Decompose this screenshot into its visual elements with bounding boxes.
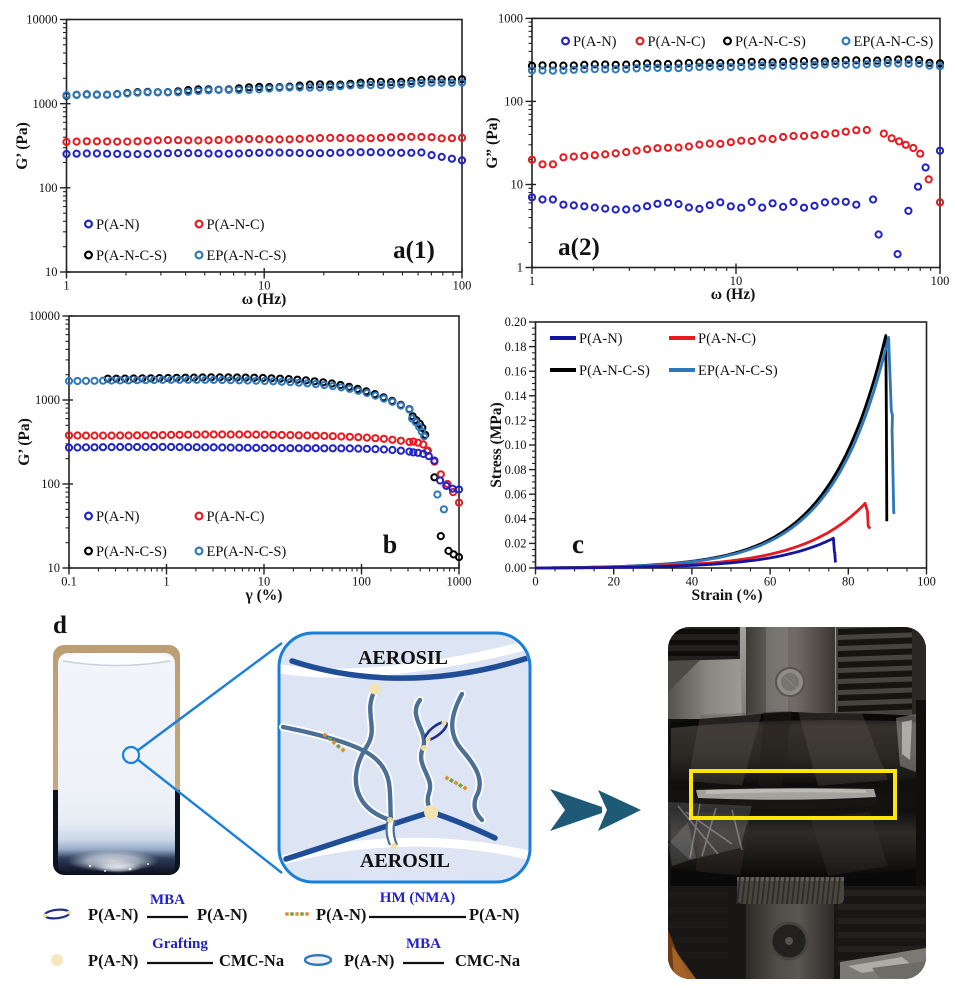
svg-text:0.00: 0.00 [505, 561, 527, 575]
svg-text:EP(A-N-C-S): EP(A-N-C-S) [854, 34, 934, 50]
svg-text:100: 100 [931, 274, 950, 288]
svg-text:10000: 10000 [26, 13, 57, 27]
svg-text:0.12: 0.12 [505, 414, 527, 428]
svg-text:a(1): a(1) [393, 237, 435, 264]
svg-text:b: b [383, 530, 397, 559]
svg-text:P(A-N-C-S): P(A-N-C-S) [735, 34, 806, 50]
svg-text:0.18: 0.18 [505, 340, 527, 354]
svg-text:P(A-N): P(A-N) [573, 34, 617, 50]
svg-text:MBA: MBA [406, 936, 441, 952]
svg-text:100: 100 [453, 279, 472, 293]
svg-text:P(A-N): P(A-N) [197, 905, 247, 924]
svg-text:0.08: 0.08 [505, 463, 527, 477]
svg-text:AEROSIL: AEROSIL [358, 647, 448, 669]
svg-text:γ (%): γ (%) [245, 587, 283, 604]
svg-text:10000: 10000 [29, 309, 60, 323]
svg-text:0.04: 0.04 [505, 512, 528, 526]
svg-text:1000: 1000 [33, 97, 58, 111]
svg-text:10: 10 [48, 561, 61, 575]
svg-text:1: 1 [163, 575, 169, 589]
svg-text:0.10: 0.10 [505, 438, 527, 452]
svg-text:100: 100 [352, 575, 371, 589]
svg-text:0.02: 0.02 [505, 537, 527, 551]
svg-text:P(A-N-C): P(A-N-C) [698, 331, 756, 347]
svg-text:CMC-Na: CMC-Na [455, 951, 520, 970]
svg-text:20: 20 [607, 575, 620, 589]
svg-text:10: 10 [258, 279, 271, 293]
svg-text:G” (Pa): G” (Pa) [484, 117, 501, 168]
svg-text:Grafting: Grafting [152, 936, 208, 952]
svg-text:P(A-N-C-S): P(A-N-C-S) [579, 363, 650, 379]
svg-text:1: 1 [517, 261, 523, 275]
svg-text:G’ (Pa): G’ (Pa) [16, 418, 33, 465]
svg-text:Strain (%): Strain (%) [691, 587, 762, 604]
svg-text:P(A-N-C-S): P(A-N-C-S) [96, 544, 167, 560]
svg-text:100: 100 [917, 575, 936, 589]
svg-text:0.1: 0.1 [61, 575, 77, 589]
svg-text:AEROSIL: AEROSIL [360, 850, 450, 872]
svg-text:EP(A-N-C-S): EP(A-N-C-S) [698, 363, 778, 379]
svg-text:80: 80 [842, 575, 855, 589]
svg-text:10: 10 [258, 575, 271, 589]
svg-text:ω (Hz): ω (Hz) [242, 291, 286, 308]
svg-text:P(A-N-C): P(A-N-C) [207, 509, 265, 525]
svg-text:HM (NMA): HM (NMA) [380, 890, 455, 906]
svg-text:40: 40 [686, 575, 699, 589]
svg-text:1: 1 [529, 274, 535, 288]
svg-text:a(2): a(2) [558, 234, 600, 261]
svg-text:G’ (Pa): G’ (Pa) [14, 122, 31, 169]
svg-text:P(A-N): P(A-N) [88, 905, 138, 924]
svg-text:P(A-N): P(A-N) [88, 951, 138, 970]
svg-text:100: 100 [41, 477, 60, 491]
svg-text:EP(A-N-C-S): EP(A-N-C-S) [207, 544, 287, 560]
svg-text:100: 100 [39, 181, 58, 195]
svg-text:100: 100 [504, 95, 523, 109]
svg-text:CMC-Na: CMC-Na [219, 951, 284, 970]
svg-text:P(A-N): P(A-N) [316, 905, 366, 924]
svg-text:1000: 1000 [447, 575, 472, 589]
svg-text:EP(A-N-C-S): EP(A-N-C-S) [207, 248, 287, 264]
svg-text:1: 1 [63, 279, 69, 293]
svg-text:0.16: 0.16 [505, 364, 527, 378]
svg-text:0.20: 0.20 [505, 315, 527, 329]
svg-text:P(A-N-C): P(A-N-C) [648, 34, 706, 50]
svg-text:ω (Hz): ω (Hz) [711, 286, 755, 303]
svg-text:10: 10 [45, 265, 58, 279]
svg-text:c: c [572, 529, 584, 559]
svg-text:1000: 1000 [498, 12, 523, 26]
svg-text:10: 10 [511, 178, 524, 192]
svg-text:P(A-N-C-S): P(A-N-C-S) [96, 248, 167, 264]
svg-text:MBA: MBA [150, 892, 185, 908]
svg-text:P(A-N): P(A-N) [96, 509, 140, 525]
svg-text:d: d [53, 612, 67, 639]
svg-text:1000: 1000 [35, 393, 60, 407]
svg-text:0: 0 [532, 575, 538, 589]
svg-text:P(A-N): P(A-N) [579, 331, 623, 347]
svg-text:10: 10 [730, 274, 743, 288]
svg-text:Stress (MPa): Stress (MPa) [488, 402, 505, 487]
svg-text:P(A-N): P(A-N) [469, 905, 519, 924]
svg-text:P(A-N): P(A-N) [344, 951, 394, 970]
svg-text:0.14: 0.14 [505, 389, 528, 403]
svg-text:60: 60 [764, 575, 777, 589]
svg-text:0.06: 0.06 [505, 487, 527, 501]
svg-text:P(A-N-C): P(A-N-C) [207, 217, 265, 233]
svg-text:P(A-N): P(A-N) [96, 217, 140, 233]
